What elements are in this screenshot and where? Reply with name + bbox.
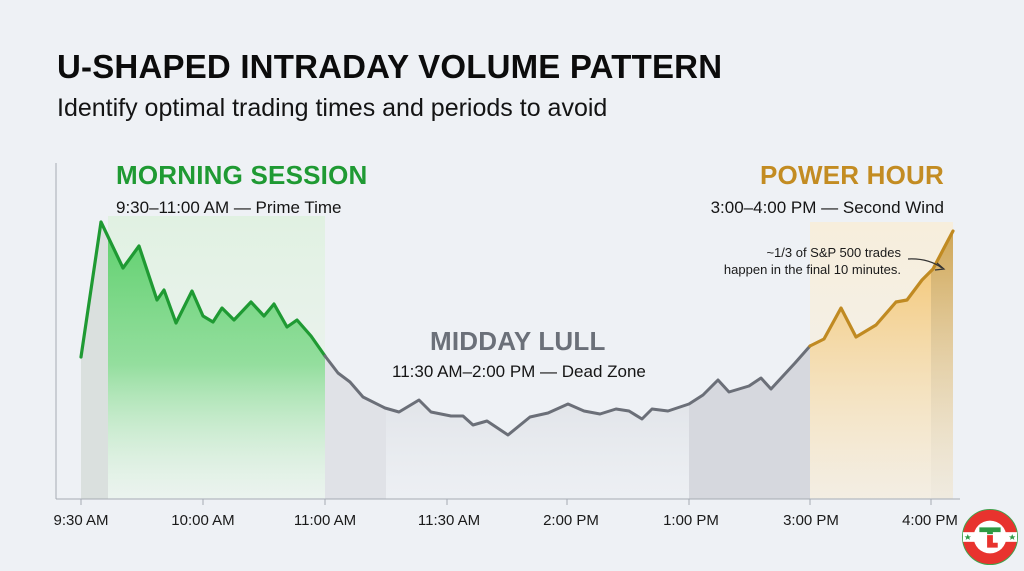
chart-subtitle: Identify optimal trading times and perio… xyxy=(57,94,608,122)
morning-session-title: MORNING SESSION xyxy=(116,160,368,190)
morning-volume-line xyxy=(79,220,327,359)
annotation-arrowhead-icon xyxy=(934,262,946,271)
midday-volume-line xyxy=(323,344,812,437)
x-axis-ticks xyxy=(80,499,932,505)
x-tick-label: 9:30 AM xyxy=(53,512,109,529)
x-tick-label: 1:00 PM xyxy=(663,512,719,529)
brand-logo-icon xyxy=(961,508,1019,566)
x-tick-label: 3:00 PM xyxy=(783,512,839,529)
power-hour-subtitle: 3:00–4:00 PM — Second Wind xyxy=(710,198,944,217)
morning-session-subtitle: 9:30–11:00 AM — Prime Time xyxy=(116,198,342,217)
x-tick-label: 11:00 AM xyxy=(293,512,357,529)
x-tick-label: 4:00 PM xyxy=(902,512,958,529)
annotation-line-2: happen in the final 10 minutes. xyxy=(723,262,901,277)
annotation-line-1: ~1/3 of S&P 500 trades xyxy=(766,245,901,260)
x-tick-label: 2:00 PM xyxy=(543,512,599,529)
x-tick-label: 10:00 AM xyxy=(171,512,235,529)
x-tick-label: 11:30 AM xyxy=(417,512,481,529)
power-hour-title: POWER HOUR xyxy=(760,160,944,190)
chart-title: U-SHAPED INTRADAY VOLUME PATTERN xyxy=(57,48,723,85)
annotation-arrow xyxy=(907,258,943,269)
final-minutes-annotation: ~1/3 of S&P 500 trades happen in the fin… xyxy=(724,244,901,278)
midday-lull-title: MIDDAY LULL xyxy=(430,326,606,356)
power-volume-line xyxy=(808,229,955,348)
midday-lull-subtitle: 11:30 AM–2:00 PM — Dead Zone xyxy=(392,362,646,381)
